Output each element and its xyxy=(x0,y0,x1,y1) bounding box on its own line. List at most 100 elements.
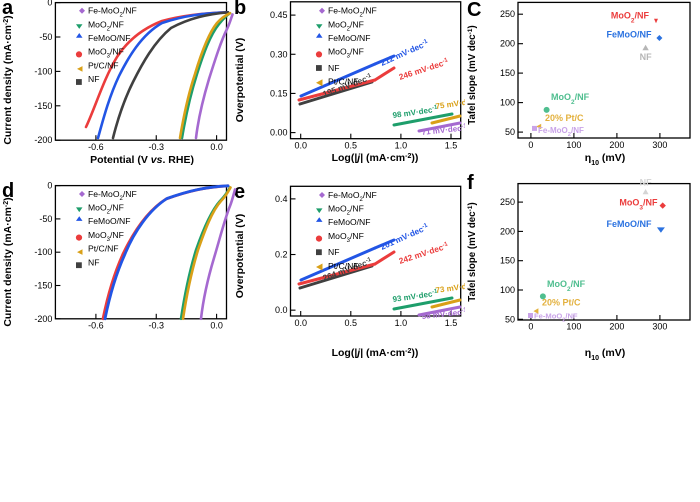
svg-text:200: 200 xyxy=(500,39,515,49)
svg-text:0.5: 0.5 xyxy=(345,141,358,151)
svg-text:200: 200 xyxy=(500,226,515,236)
svg-text:0.2: 0.2 xyxy=(275,250,288,260)
svg-text:0.0: 0.0 xyxy=(210,321,223,331)
svg-text:-0.6: -0.6 xyxy=(88,142,104,152)
svg-text:1.0: 1.0 xyxy=(395,141,408,151)
svg-text:242 mV·dec-1: 242 mV·dec-1 xyxy=(398,240,451,266)
svg-text:150: 150 xyxy=(500,68,515,78)
svg-text:50: 50 xyxy=(505,314,515,324)
svg-text:0: 0 xyxy=(47,0,52,8)
svg-text:0.0: 0.0 xyxy=(294,318,307,328)
svg-text:MoO2/NF: MoO2/NF xyxy=(551,92,590,106)
svg-text:NF: NF xyxy=(640,178,652,188)
svg-text:MoO3/NF: MoO3/NF xyxy=(88,47,124,60)
svg-text:300: 300 xyxy=(652,322,667,332)
svg-text:20% Pt/C: 20% Pt/C xyxy=(545,113,584,123)
svg-text:Fe-MoO2/NF: Fe-MoO2/NF xyxy=(328,6,377,19)
svg-text:0.0: 0.0 xyxy=(210,142,223,152)
svg-text:Log(|j| (mA·cm-2)): Log(|j| (mA·cm-2)) xyxy=(332,347,419,359)
svg-text:0.0: 0.0 xyxy=(275,305,288,315)
svg-text:Tafel slope (mV dec-1): Tafel slope (mV dec-1) xyxy=(467,202,479,301)
svg-text:71 mV·dec-1: 71 mV·dec-1 xyxy=(421,123,465,137)
svg-text:250: 250 xyxy=(500,197,515,207)
svg-text:MoO2/NF: MoO2/NF xyxy=(547,279,586,293)
svg-text:f: f xyxy=(467,172,474,194)
svg-text:Fe-MoO2/NF: Fe-MoO2/NF xyxy=(88,6,137,19)
svg-text:100: 100 xyxy=(566,322,581,332)
svg-text:Pt/C/NF: Pt/C/NF xyxy=(328,77,359,87)
svg-text:-0.3: -0.3 xyxy=(148,142,164,152)
svg-text:MoO2/NF: MoO2/NF xyxy=(88,19,124,32)
svg-text:-50: -50 xyxy=(39,214,52,224)
svg-text:246 mV·dec-1: 246 mV·dec-1 xyxy=(398,56,451,82)
svg-text:-100: -100 xyxy=(34,247,52,257)
svg-text:0: 0 xyxy=(47,181,52,191)
svg-text:FeMoO/NF: FeMoO/NF xyxy=(607,30,652,40)
svg-text:100: 100 xyxy=(566,140,581,150)
svg-text:a: a xyxy=(2,0,14,19)
svg-text:150: 150 xyxy=(500,256,515,266)
svg-text:-200: -200 xyxy=(34,314,52,324)
svg-text:Pt/C/NF: Pt/C/NF xyxy=(328,261,359,271)
svg-text:0.0: 0.0 xyxy=(294,141,307,151)
svg-text:η10 (mV): η10 (mV) xyxy=(585,152,625,165)
svg-text:300: 300 xyxy=(652,140,667,150)
svg-text:MoO3/NF: MoO3/NF xyxy=(328,231,364,244)
svg-text:-0.3: -0.3 xyxy=(148,321,164,331)
svg-text:η10 (mV): η10 (mV) xyxy=(585,347,625,362)
svg-text:FeMoO/NF: FeMoO/NF xyxy=(328,217,371,227)
svg-text:NF: NF xyxy=(328,63,339,73)
svg-text:-150: -150 xyxy=(34,281,52,291)
svg-text:1.0: 1.0 xyxy=(395,318,408,328)
svg-text:-50: -50 xyxy=(39,32,52,42)
svg-text:MoO2/NF: MoO2/NF xyxy=(328,19,364,32)
svg-text:1.5: 1.5 xyxy=(445,141,458,151)
svg-text:FeMoO/NF: FeMoO/NF xyxy=(328,33,371,43)
svg-text:MoO2/NF: MoO2/NF xyxy=(328,204,364,217)
svg-text:Fe-MoO2/NF: Fe-MoO2/NF xyxy=(538,126,584,138)
svg-text:20% Pt/C: 20% Pt/C xyxy=(542,298,581,308)
svg-text:d: d xyxy=(2,180,14,202)
svg-text:250: 250 xyxy=(500,9,515,19)
svg-text:-200: -200 xyxy=(34,135,52,145)
svg-text:Tafel slope (mV dec-1): Tafel slope (mV dec-1) xyxy=(467,25,479,124)
svg-text:NF: NF xyxy=(328,247,339,257)
svg-text:MoO2/NF: MoO2/NF xyxy=(88,203,124,216)
svg-text:100: 100 xyxy=(500,285,515,295)
svg-text:MoO3/NF: MoO3/NF xyxy=(619,198,658,212)
svg-text:200: 200 xyxy=(609,322,624,332)
svg-text:0.15: 0.15 xyxy=(270,88,288,98)
svg-text:C: C xyxy=(467,0,481,21)
svg-text:0.00: 0.00 xyxy=(270,128,288,138)
svg-text:Pt/C/NF: Pt/C/NF xyxy=(88,60,119,70)
svg-text:Fe-MoO2/NF: Fe-MoO2/NF xyxy=(88,189,137,202)
svg-text:FeMoO/NF: FeMoO/NF xyxy=(88,33,131,43)
svg-text:FeMoO/NF: FeMoO/NF xyxy=(88,216,131,226)
svg-text:0: 0 xyxy=(528,140,533,150)
svg-text:50: 50 xyxy=(505,127,515,137)
svg-text:Pt/C/NF: Pt/C/NF xyxy=(88,244,119,254)
svg-text:1.5: 1.5 xyxy=(445,318,458,328)
svg-text:MoO2/NF: MoO2/NF xyxy=(611,10,650,24)
svg-text:FeMoO/NF: FeMoO/NF xyxy=(607,219,652,229)
svg-text:MoO3/NF: MoO3/NF xyxy=(88,230,124,243)
svg-text:Fe-MoO2/NF: Fe-MoO2/NF xyxy=(328,190,377,203)
svg-text:100: 100 xyxy=(500,98,515,108)
svg-text:NF: NF xyxy=(88,257,99,267)
svg-text:0.45: 0.45 xyxy=(270,10,288,20)
svg-text:0: 0 xyxy=(528,322,533,332)
svg-text:-0.6: -0.6 xyxy=(88,321,104,331)
svg-text:NF: NF xyxy=(640,52,652,62)
svg-text:0.5: 0.5 xyxy=(345,318,358,328)
svg-text:200: 200 xyxy=(609,140,624,150)
svg-text:58 mV·dec-1: 58 mV·dec-1 xyxy=(421,307,465,321)
svg-text:Log(|j| (mA·cm-2)): Log(|j| (mA·cm-2)) xyxy=(332,152,419,164)
svg-text:-150: -150 xyxy=(34,101,52,111)
svg-text:0.4: 0.4 xyxy=(275,194,288,204)
svg-text:-100: -100 xyxy=(34,66,52,76)
svg-text:NF: NF xyxy=(88,74,99,84)
svg-text:MoO3/NF: MoO3/NF xyxy=(328,47,364,60)
svg-text:Current density (mA·cm-2): Current density (mA·cm-2) xyxy=(2,197,14,326)
svg-text:Current density (mA·cm-2): Current density (mA·cm-2) xyxy=(2,15,14,144)
svg-text:Potential (V vs. RHE): Potential (V vs. RHE) xyxy=(90,154,194,165)
